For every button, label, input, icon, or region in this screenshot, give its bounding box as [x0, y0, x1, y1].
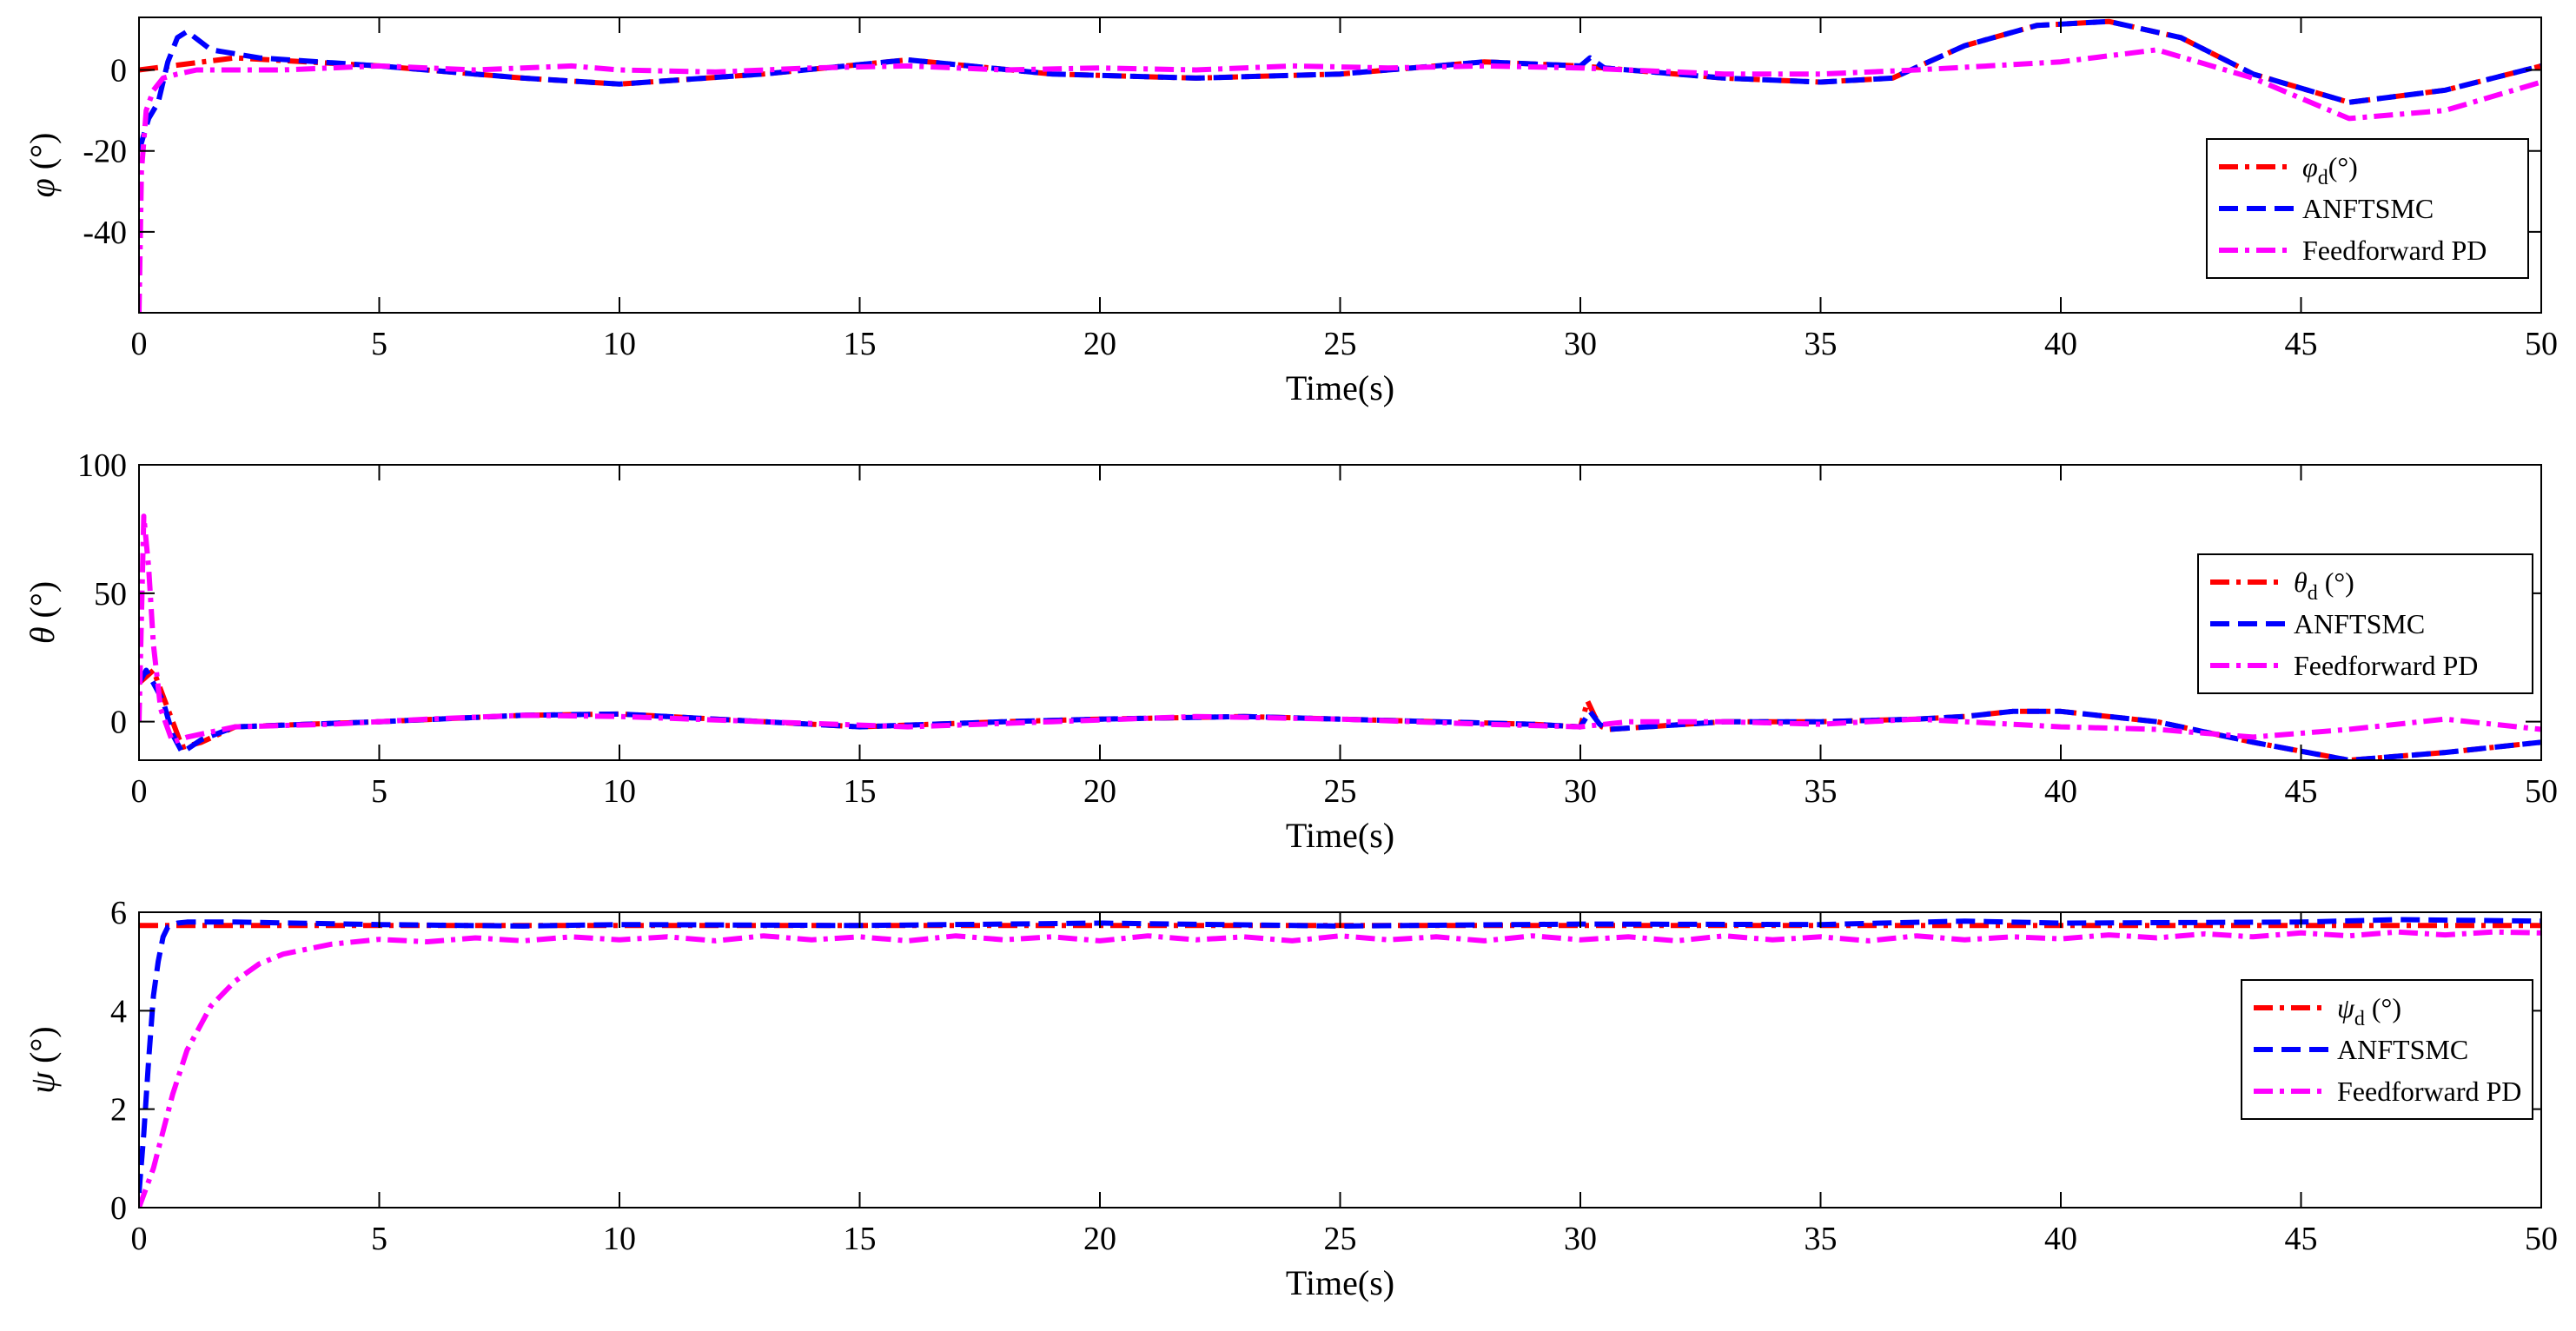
series-line-3	[139, 929, 2541, 1208]
y-tick-label: 0	[110, 705, 127, 741]
y-axis-label: θ (°)	[23, 581, 62, 644]
x-tick-label: 0	[131, 326, 148, 362]
y-axis-symbol: ψ	[23, 1071, 62, 1094]
y-axis-label: φ (°)	[23, 133, 62, 198]
x-tick-label: 45	[2285, 326, 2318, 362]
y-axis-label: ψ (°)	[23, 1026, 62, 1093]
x-tick-label: 25	[1324, 326, 1357, 362]
subplot-2: 0 5 10 15 20 25 30 35 40 45 50 0 50 100 Time(s) θ (°) θd…	[23, 447, 2558, 855]
x-tick-label: 20	[1083, 326, 1116, 362]
x-tick-label: 15	[844, 326, 877, 362]
y-axis-unit: (°)	[23, 1026, 62, 1072]
series-group	[139, 18, 2541, 313]
y-tick-label: 100	[77, 447, 127, 484]
y-tick-label: 6	[110, 895, 127, 931]
x-axis-label: Time(s)	[1286, 816, 1394, 855]
x-tick-label: 10	[603, 1221, 636, 1257]
x-tick-label: 35	[1805, 326, 1838, 362]
y-tick-label: 2	[110, 1092, 127, 1129]
legend-label-2: ANFTSMC	[2302, 193, 2434, 224]
x-tick-label: 30	[1564, 1221, 1597, 1257]
series-line-2	[139, 18, 2541, 152]
x-tick-label: 0	[131, 1221, 148, 1257]
y-tick-label: 0	[110, 1190, 127, 1227]
legend-label-1: ψd (°)	[2337, 992, 2401, 1030]
x-tick-label: 50	[2525, 773, 2558, 810]
y-tick-label: -40	[83, 215, 127, 251]
x-tick-label: 10	[603, 773, 636, 810]
series-line-3	[139, 513, 2541, 745]
y-axis-symbol: φ	[23, 178, 62, 197]
y-tick-label: 50	[94, 576, 127, 613]
legend-label-3: Feedforward PD	[2337, 1076, 2521, 1107]
x-tick-label: 40	[2044, 773, 2077, 810]
y-tick-label: -20	[83, 134, 127, 170]
x-tick-label: 40	[2044, 1221, 2077, 1257]
y-tick-label: 4	[110, 993, 127, 1030]
x-tick-label: 15	[844, 773, 877, 810]
x-tick-label: 35	[1805, 773, 1838, 810]
legend-box	[2197, 553, 2533, 694]
x-axis-label: Time(s)	[1286, 368, 1394, 407]
legend-label-3: Feedforward PD	[2294, 650, 2478, 681]
y-axis-unit: (°)	[23, 133, 62, 179]
x-tick-label: 25	[1324, 773, 1357, 810]
x-tick-label: 45	[2285, 1221, 2318, 1257]
legend-label-2: ANFTSMC	[2294, 608, 2425, 639]
x-tick-label: 20	[1083, 773, 1116, 810]
x-tick-label: 10	[603, 326, 636, 362]
series-group	[139, 513, 2541, 760]
y-axis-symbol: θ	[23, 626, 62, 644]
series-line-2	[139, 917, 2541, 1194]
legend: ψd (°) ANFTSMC Feedforward PD	[2241, 979, 2533, 1120]
legend: θd (°)ANFTSMC Feedforward PD	[2197, 553, 2533, 694]
x-tick-label: 5	[371, 773, 387, 810]
legend-label-1: φd(°)	[2302, 151, 2358, 189]
x-tick-label: 40	[2044, 326, 2077, 362]
subplot-3: 0 5 10 15 20 25 30 35 40 45 50 0 2 4 6 Time(s) ψ (°) ψd (…	[23, 895, 2558, 1302]
y-axis-unit: (°)	[23, 581, 62, 627]
x-tick-label: 50	[2525, 326, 2558, 362]
x-tick-label: 30	[1564, 326, 1597, 362]
x-tick-label: 20	[1083, 1221, 1116, 1257]
x-tick-label: 30	[1564, 773, 1597, 810]
legend: φd(°) ANFTSMC Feedforward PD	[2206, 138, 2529, 279]
x-axis-label: Time(s)	[1286, 1263, 1394, 1302]
legend-label-1: θd (°)	[2294, 566, 2354, 605]
x-tick-label: 0	[131, 773, 148, 810]
y-tick-label: 0	[110, 53, 127, 89]
x-tick-label: 5	[371, 326, 387, 362]
x-tick-label: 50	[2525, 1221, 2558, 1257]
x-tick-label: 25	[1324, 1221, 1357, 1257]
x-tick-label: 45	[2285, 773, 2318, 810]
x-tick-label: 5	[371, 1221, 387, 1257]
legend-label-3: Feedforward PD	[2302, 235, 2487, 266]
x-tick-label: 35	[1805, 1221, 1838, 1257]
legend-label-2: ANFTSMC	[2337, 1034, 2468, 1065]
x-tick-label: 15	[844, 1221, 877, 1257]
